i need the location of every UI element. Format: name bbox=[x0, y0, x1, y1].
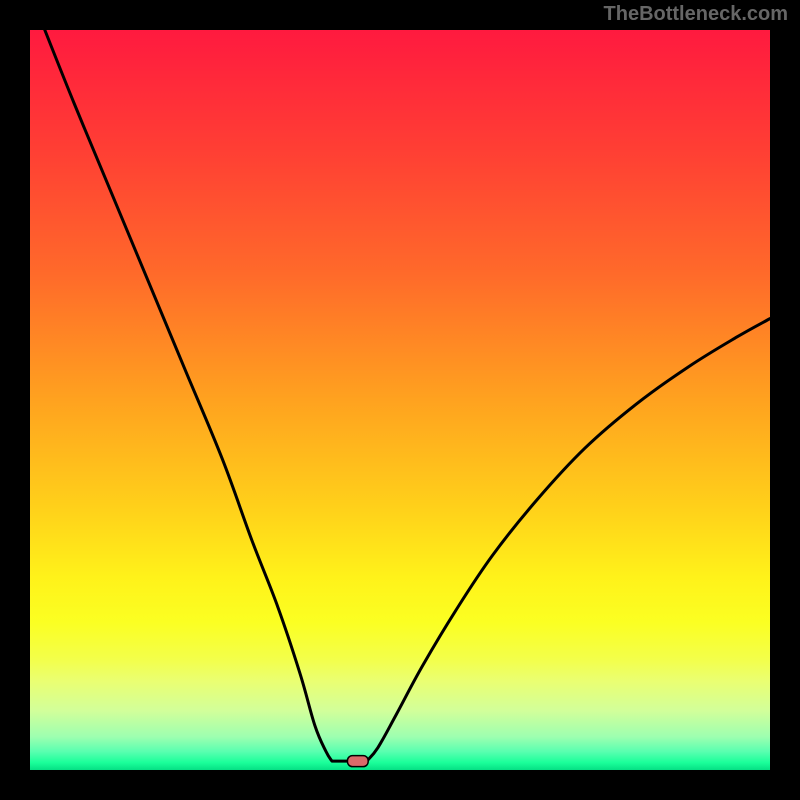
watermark-text: TheBottleneck.com bbox=[604, 3, 788, 26]
chart-plot-area bbox=[30, 30, 770, 770]
bottleneck-curve-line bbox=[45, 30, 770, 761]
minimum-marker bbox=[347, 756, 368, 767]
bottleneck-curve bbox=[30, 30, 770, 770]
